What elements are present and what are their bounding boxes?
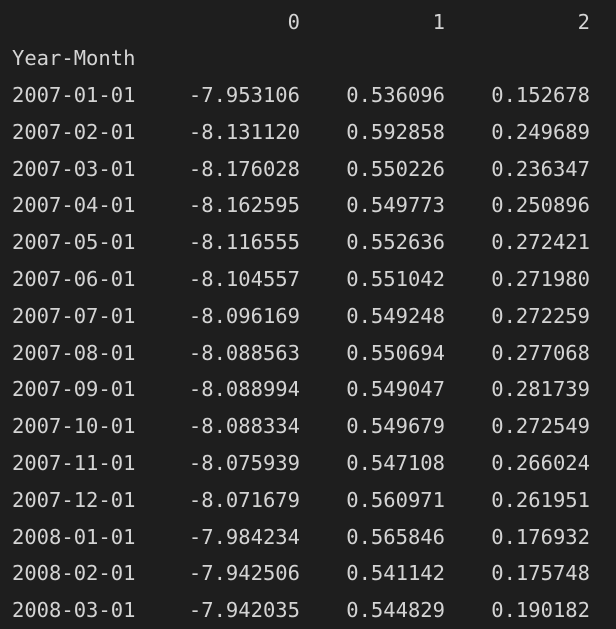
- table-row: 2007-01-01 -7.953106 0.536096 0.152678: [0, 77, 616, 114]
- cell-col-0: -8.176028: [188, 156, 300, 181]
- table-row: 2007-05-01 -8.116555 0.552636 0.272421: [0, 224, 616, 261]
- row-index: 2007-08-01: [12, 340, 136, 365]
- cell-col-2: 0.261951: [491, 487, 590, 512]
- cell-col-0: -8.131120: [188, 119, 300, 144]
- row-index: 2007-11-01: [12, 451, 136, 475]
- cell-col-2: 0.266024: [491, 451, 590, 475]
- column-header-1: 1: [432, 10, 445, 34]
- cell-col-0: -8.162595: [188, 193, 300, 218]
- cell-col-0: -7.942506: [188, 561, 300, 586]
- index-name: Year-Month: [12, 46, 136, 70]
- table-row: 2008-01-01 -7.984234 0.565846 0.176932: [0, 519, 616, 556]
- cell-col-0: -8.096169: [188, 303, 300, 328]
- row-index: 2007-06-01: [12, 267, 136, 291]
- cell-col-2: 0.277068: [491, 340, 590, 365]
- cell-col-0: -8.088334: [188, 414, 300, 439]
- cell-col-0: -7.953106: [188, 83, 300, 107]
- cell-col-1: 0.560971: [346, 487, 445, 512]
- table-row: 2008-02-01 -7.942506 0.541142 0.175748: [0, 555, 616, 592]
- row-index: 2008-02-01: [12, 561, 136, 586]
- cell-col-2: 0.250896: [491, 193, 590, 218]
- row-index: 2008-03-01: [12, 598, 136, 623]
- cell-col-0: -8.071679: [188, 487, 300, 512]
- cell-col-1: 0.550694: [346, 340, 445, 365]
- row-index: 2007-05-01: [12, 230, 136, 255]
- table-row: 2007-07-01 -8.096169 0.549248 0.272259: [0, 298, 616, 335]
- cell-col-1: 0.565846: [346, 524, 445, 549]
- table-row: 2007-02-01 -8.131120 0.592858 0.249689: [0, 114, 616, 151]
- row-index: 2007-02-01: [12, 119, 136, 144]
- cell-col-1: 0.544829: [346, 598, 445, 623]
- cell-col-2: 0.175748: [491, 561, 590, 586]
- cell-col-1: 0.541142: [346, 561, 445, 586]
- row-index: 2008-01-01: [12, 524, 136, 549]
- table-row: 2007-03-01 -8.176028 0.550226 0.236347: [0, 151, 616, 188]
- cell-col-2: 0.152678: [491, 83, 590, 107]
- cell-col-0: -8.116555: [188, 230, 300, 255]
- row-index: 2007-07-01: [12, 303, 136, 328]
- cell-col-1: 0.551042: [346, 267, 445, 291]
- row-index: 2007-04-01: [12, 193, 136, 218]
- cell-col-1: 0.547108: [346, 451, 445, 475]
- table-row: 2007-04-01 -8.162595 0.549773 0.250896: [0, 187, 616, 224]
- row-index: 2007-09-01: [12, 377, 136, 402]
- index-name-row: Year-Month: [0, 40, 616, 77]
- cell-col-1: 0.549248: [346, 303, 445, 328]
- cell-col-2: 0.249689: [491, 119, 590, 144]
- cell-col-1: 0.550226: [346, 156, 445, 181]
- cell-col-2: 0.176932: [491, 524, 590, 549]
- row-index: 2007-01-01: [12, 83, 136, 107]
- cell-col-1: 0.549047: [346, 377, 445, 402]
- cell-col-2: 0.272421: [491, 230, 590, 255]
- cell-col-2: 0.190182: [491, 598, 590, 623]
- column-header-row: 0 1 2: [0, 4, 616, 41]
- cell-col-2: 0.272259: [491, 303, 590, 328]
- cell-col-2: 0.271980: [491, 267, 590, 291]
- row-index: 2007-10-01: [12, 414, 136, 439]
- table-row: 2007-08-01 -8.088563 0.550694 0.277068: [0, 335, 616, 372]
- row-index: 2007-03-01: [12, 156, 136, 181]
- cell-col-1: 0.592858: [346, 119, 445, 144]
- table-row: 2007-10-01 -8.088334 0.549679 0.272549: [0, 408, 616, 445]
- cell-col-0: -8.075939: [188, 451, 300, 475]
- cell-col-1: 0.549679: [346, 414, 445, 439]
- table-row: 2007-11-01 -8.075939 0.547108 0.266024: [0, 445, 616, 482]
- cell-col-2: 0.281739: [491, 377, 590, 402]
- row-index: 2007-12-01: [12, 487, 136, 512]
- cell-col-2: 0.272549: [491, 414, 590, 439]
- table-row: 2007-12-01 -8.071679 0.560971 0.261951: [0, 482, 616, 519]
- table-row: 2007-09-01 -8.088994 0.549047 0.281739: [0, 371, 616, 408]
- cell-col-1: 0.552636: [346, 230, 445, 255]
- cell-col-0: -8.088563: [188, 340, 300, 365]
- cell-col-2: 0.236347: [491, 156, 590, 181]
- cell-col-1: 0.549773: [346, 193, 445, 218]
- cell-col-0: -8.104557: [188, 267, 300, 291]
- cell-col-1: 0.536096: [346, 83, 445, 107]
- cell-col-0: -7.984234: [188, 524, 300, 549]
- cell-col-0: -7.942035: [188, 598, 300, 623]
- column-header-2: 2: [577, 10, 590, 34]
- cell-col-0: -8.088994: [188, 377, 300, 402]
- table-row: 2007-06-01 -8.104557 0.551042 0.271980: [0, 261, 616, 298]
- table-row: 2008-03-01 -7.942035 0.544829 0.190182: [0, 592, 616, 629]
- column-header-0: 0: [287, 10, 300, 34]
